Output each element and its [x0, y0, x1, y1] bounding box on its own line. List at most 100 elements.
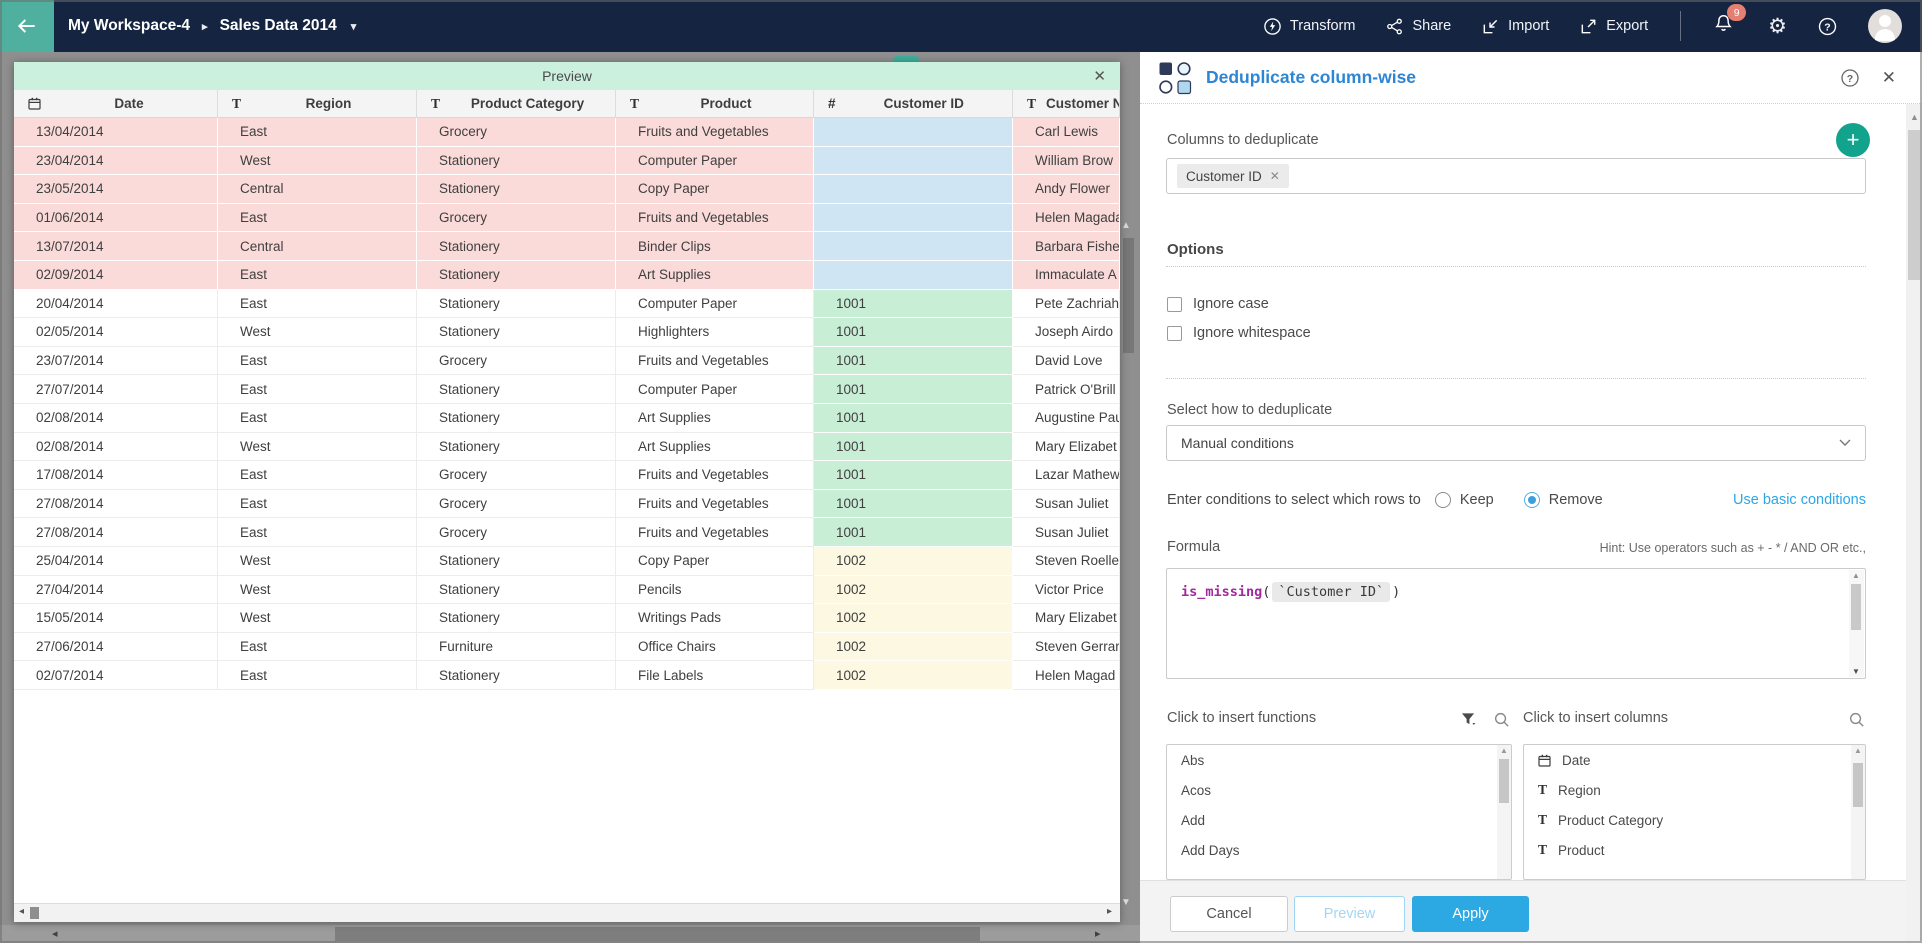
- columns-scroll-up-icon[interactable]: ▲: [1854, 746, 1862, 755]
- columns-list-scrollbar[interactable]: ▲: [1851, 745, 1865, 879]
- apply-button[interactable]: Apply: [1412, 896, 1529, 932]
- dedupe-panel: Deduplicate column-wise ? ✕ Columns to d…: [1140, 52, 1922, 943]
- function-item[interactable]: Abs: [1167, 745, 1511, 775]
- column-item[interactable]: TProduct: [1524, 835, 1865, 865]
- table-row[interactable]: 02/07/2014EastStationeryFile Labels1002H…: [14, 661, 1120, 690]
- panel-scroll-up-icon[interactable]: ▲: [1910, 112, 1919, 122]
- page-hscroll-thumb[interactable]: [335, 927, 980, 941]
- page-scroll-right-icon[interactable]: ▸: [1095, 927, 1101, 940]
- function-item[interactable]: Acos: [1167, 775, 1511, 805]
- page-scroll-left-icon[interactable]: ◂: [52, 927, 58, 940]
- column-header-customer-id[interactable]: #Customer ID: [814, 90, 1013, 117]
- table-row[interactable]: 25/04/2014WestStationeryCopy Paper1002St…: [14, 547, 1120, 576]
- column-header-product-category[interactable]: TProduct Category: [417, 90, 616, 117]
- add-column-button[interactable]: +: [1836, 123, 1870, 157]
- dedup-columns-input[interactable]: Customer ID ✕: [1166, 158, 1866, 194]
- scroll-right-icon[interactable]: ▸: [1107, 906, 1112, 917]
- functions-scroll-thumb[interactable]: [1499, 759, 1509, 803]
- ignore-whitespace-option[interactable]: Ignore whitespace: [1167, 325, 1311, 341]
- cancel-button[interactable]: Cancel: [1170, 896, 1288, 932]
- chip-remove-icon[interactable]: ✕: [1270, 169, 1280, 183]
- settings-gear-icon[interactable]: ⚙: [1768, 16, 1787, 37]
- table-row[interactable]: 15/05/2014WestStationeryWritings Pads100…: [14, 604, 1120, 633]
- preview-vscroll-up-icon[interactable]: ▲: [1121, 220, 1131, 231]
- ignore-case-option[interactable]: Ignore case: [1167, 296, 1269, 312]
- column-item[interactable]: Date: [1524, 745, 1865, 775]
- panel-help-icon[interactable]: ?: [1840, 68, 1860, 88]
- cell-customer-name: Augustine Pau: [1013, 404, 1120, 433]
- use-basic-conditions-link[interactable]: Use basic conditions: [1733, 492, 1866, 508]
- column-header-region[interactable]: TRegion: [218, 90, 417, 117]
- page-horizontal-scrollbar[interactable]: ◂ ▸: [0, 925, 1140, 943]
- table-row[interactable]: 27/06/2014EastFurnitureOffice Chairs1002…: [14, 633, 1120, 662]
- table-row[interactable]: 27/08/2014EastGroceryFruits and Vegetabl…: [14, 490, 1120, 519]
- table-row[interactable]: 17/08/2014EastGroceryFruits and Vegetabl…: [14, 461, 1120, 490]
- share-button[interactable]: Share: [1385, 17, 1451, 36]
- notifications-button[interactable]: 9: [1713, 13, 1734, 39]
- column-chip: Customer ID ✕: [1177, 164, 1289, 188]
- formula-editor[interactable]: is_missing(`Customer ID`) ▲ ▼: [1166, 568, 1866, 679]
- keep-label[interactable]: Keep: [1460, 492, 1494, 508]
- table-row[interactable]: 23/05/2014CentralStationeryCopy PaperAnd…: [14, 175, 1120, 204]
- dedup-method-dropdown[interactable]: Manual conditions: [1166, 425, 1866, 461]
- formula-scroll-thumb[interactable]: [1851, 584, 1861, 630]
- functions-list-scrollbar[interactable]: ▲: [1497, 745, 1511, 879]
- functions-scroll-up-icon[interactable]: ▲: [1500, 746, 1508, 755]
- table-row[interactable]: 02/09/2014EastStationeryArt SuppliesImma…: [14, 261, 1120, 290]
- ignore-case-checkbox[interactable]: [1167, 297, 1182, 312]
- formula-scroll-down-icon[interactable]: ▼: [1852, 667, 1860, 676]
- preview-horizontal-scrollbar[interactable]: ◂ ▸: [14, 903, 1120, 922]
- table-row[interactable]: 13/04/2014EastGroceryFruits and Vegetabl…: [14, 118, 1120, 147]
- column-header-product[interactable]: TProduct: [616, 90, 814, 117]
- function-item[interactable]: Add: [1167, 805, 1511, 835]
- table-row[interactable]: 02/05/2014WestStationeryHighlighters1001…: [14, 318, 1120, 347]
- transform-button[interactable]: Transform: [1263, 17, 1356, 36]
- columns-scroll-thumb[interactable]: [1853, 763, 1863, 807]
- table-row[interactable]: 13/07/2014CentralStationeryBinder ClipsB…: [14, 232, 1120, 261]
- preview-close-icon[interactable]: ✕: [1093, 62, 1106, 90]
- filter-functions-icon[interactable]: [1461, 712, 1476, 726]
- how-to-dedup-label: Select how to deduplicate: [1167, 402, 1332, 418]
- cell-date: 13/07/2014: [14, 232, 218, 261]
- preview-vscroll-thumb[interactable]: [1123, 238, 1134, 353]
- formula-scrollbar[interactable]: ▲ ▼: [1849, 570, 1864, 677]
- table-row[interactable]: 27/08/2014EastGroceryFruits and Vegetabl…: [14, 518, 1120, 547]
- column-item[interactable]: TRegion: [1524, 775, 1865, 805]
- back-button[interactable]: [0, 0, 54, 52]
- panel-scroll-thumb[interactable]: [1908, 130, 1920, 280]
- column-item[interactable]: TProduct Category: [1524, 805, 1865, 835]
- remove-radio[interactable]: [1524, 492, 1540, 508]
- remove-label[interactable]: Remove: [1549, 492, 1603, 508]
- dataset-dropdown-icon[interactable]: ▾: [351, 20, 357, 33]
- table-row[interactable]: 02/08/2014EastStationeryArt Supplies1001…: [14, 404, 1120, 433]
- panel-vertical-scrollbar[interactable]: ▲: [1906, 104, 1922, 943]
- user-avatar[interactable]: [1868, 9, 1902, 43]
- formula-hint: Hint: Use operators such as + - * / AND …: [1600, 541, 1866, 555]
- function-item[interactable]: Add Days: [1167, 835, 1511, 865]
- table-row[interactable]: 27/07/2014EastStationeryComputer Paper10…: [14, 375, 1120, 404]
- ignore-whitespace-checkbox[interactable]: [1167, 326, 1182, 341]
- table-row[interactable]: 02/08/2014WestStationeryArt Supplies1001…: [14, 433, 1120, 462]
- import-button[interactable]: Import: [1481, 17, 1549, 36]
- help-icon[interactable]: ?: [1817, 16, 1838, 37]
- column-header-customer-name[interactable]: TCustomer Name: [1013, 90, 1120, 117]
- cell-region: West: [218, 318, 417, 347]
- breadcrumb-dataset[interactable]: Sales Data 2014: [220, 17, 337, 35]
- export-button[interactable]: Export: [1579, 17, 1648, 36]
- breadcrumb-workspace[interactable]: My Workspace-4: [68, 17, 190, 35]
- search-functions-icon[interactable]: [1493, 711, 1510, 728]
- table-row[interactable]: 23/07/2014EastGroceryFruits and Vegetabl…: [14, 347, 1120, 376]
- search-columns-icon[interactable]: [1848, 711, 1865, 728]
- panel-close-icon[interactable]: ✕: [1882, 68, 1896, 88]
- table-row[interactable]: 20/04/2014EastStationeryComputer Paper10…: [14, 290, 1120, 319]
- column-header-date[interactable]: Date: [14, 90, 218, 117]
- scroll-left-icon[interactable]: ◂: [19, 906, 24, 917]
- preview-vscroll-down-icon[interactable]: ▼: [1121, 897, 1131, 908]
- preview-hscroll-thumb[interactable]: [30, 907, 39, 919]
- table-row[interactable]: 23/04/2014WestStationeryComputer PaperWi…: [14, 147, 1120, 176]
- formula-scroll-up-icon[interactable]: ▲: [1852, 571, 1860, 580]
- table-row[interactable]: 27/04/2014WestStationeryPencils1002Victo…: [14, 576, 1120, 605]
- preview-button[interactable]: Preview: [1294, 896, 1405, 932]
- keep-radio[interactable]: [1435, 492, 1451, 508]
- table-row[interactable]: 01/06/2014EastGroceryFruits and Vegetabl…: [14, 204, 1120, 233]
